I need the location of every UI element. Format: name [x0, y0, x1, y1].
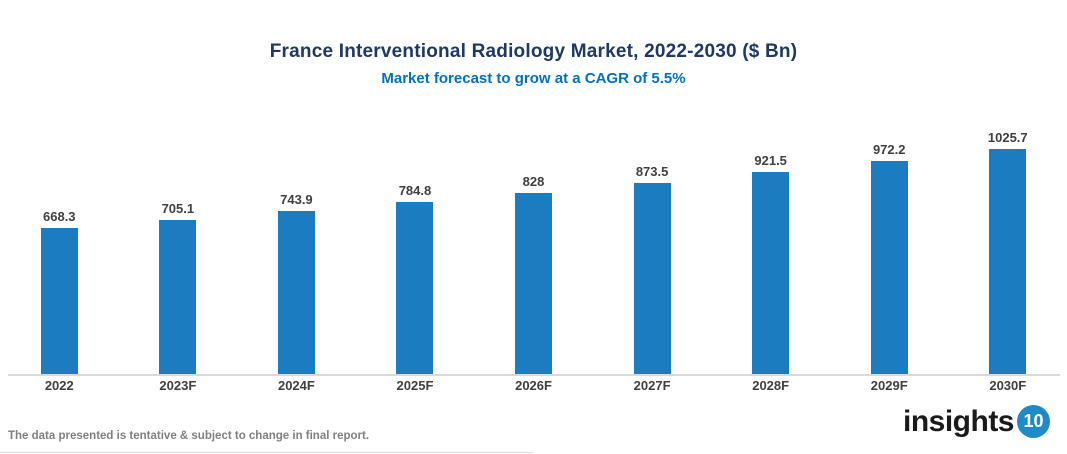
bar-group-2028F: 921.5 — [711, 153, 830, 375]
x-axis-label-2026F: 2026F — [515, 378, 552, 393]
bar-group-2022: 668.3 — [0, 209, 119, 375]
bar-group-2030F: 1025.7 — [949, 130, 1067, 375]
x-axis-label-2027F: 2027F — [633, 378, 671, 393]
bar-group-2029F: 972.2 — [830, 142, 949, 375]
bar-2024F — [277, 211, 315, 375]
x-axis-line — [8, 374, 1060, 376]
bar-group-2024F: 743.9 — [237, 192, 356, 375]
bar-value-label: 828 — [522, 173, 545, 189]
x-axis-label-2025F: 2025F — [396, 378, 434, 393]
x-axis-label-2022: 2022 — [44, 378, 74, 393]
bar-2030F — [989, 149, 1027, 375]
bar-value-label: 1025.7 — [987, 130, 1028, 145]
bar-2022 — [40, 227, 78, 375]
x-axis-label-2023F: 2023F — [159, 378, 197, 393]
logo-badge-circle: 10 — [1017, 405, 1050, 438]
x-axis-label-2030F: 2030F — [989, 378, 1027, 393]
bar-value-label: 873.5 — [635, 163, 669, 179]
insights10-logo: insights 10 — [903, 405, 1050, 438]
bar-group-2026F: 828 — [474, 174, 593, 375]
bar-value-label: 705.1 — [161, 200, 195, 216]
x-axis-label-2024F: 2024F — [277, 378, 315, 393]
bar-value-label: 972.2 — [872, 141, 906, 157]
bar-group-2027F: 873.5 — [593, 163, 712, 375]
bottom-edge-line — [0, 452, 533, 453]
bars-row: 668.3 705.1 743.9 784.8 828 873.5 921.5 972.2 10… — [0, 125, 1067, 375]
bar-2025F — [396, 202, 434, 375]
bar-2027F — [633, 182, 671, 375]
chart-subtitle: Market forecast to grow at a CAGR of 5.5… — [381, 70, 686, 87]
bar-value-label: 743.9 — [280, 192, 313, 208]
bar-2026F — [515, 192, 553, 375]
chart-title: France Interventional Radiology Market, … — [269, 41, 798, 62]
bar-2028F — [752, 172, 790, 375]
logo-wordmark: insights — [902, 404, 1015, 438]
bar-2023F — [159, 219, 197, 375]
bar-value-label: 668.3 — [43, 208, 76, 224]
bar-group-2023F: 705.1 — [119, 201, 238, 375]
x-axis-label-2028F: 2028F — [752, 378, 790, 393]
x-axis-labels-row: 2022 2023F 2024F 2025F 2026F 2027F 2028F 2029F 2… — [0, 378, 1067, 393]
disclaimer-text: The data presented is tentative & subjec… — [8, 430, 370, 442]
x-axis-label-2029F: 2029F — [870, 378, 908, 393]
bar-group-2025F: 784.8 — [356, 183, 475, 375]
bar-2029F — [870, 160, 908, 375]
bar-value-label: 921.5 — [754, 153, 787, 168]
bar-value-label: 784.8 — [398, 183, 432, 199]
